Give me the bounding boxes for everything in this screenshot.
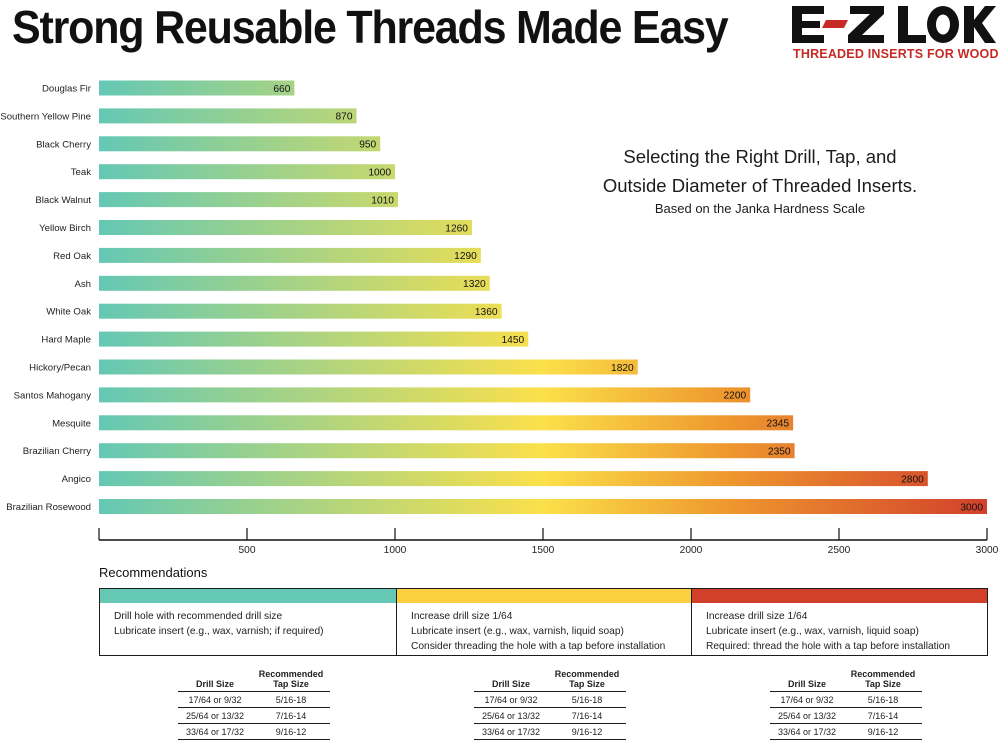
recommendation-line: Increase drill size 1/64: [706, 611, 808, 622]
data-label: 1320: [463, 279, 486, 290]
data-label: 950: [359, 140, 376, 151]
recommendation-box-low: Drill hole with recommended drill size L…: [99, 588, 397, 656]
info-line-1: Selecting the Right Drill, Tap, and: [623, 146, 897, 167]
category-label: Hickory/Pecan: [29, 363, 91, 374]
x-tick-label: 3000: [976, 545, 999, 556]
info-subtitle: Based on the Janka Hardness Scale: [654, 201, 866, 216]
bar: [99, 331, 529, 347]
tap-size-header: Recommended Tap Size: [850, 669, 916, 689]
category-label: Angico: [62, 474, 91, 485]
x-tick-label: 2500: [828, 545, 851, 556]
drill-size-header: Drill Size: [195, 679, 234, 689]
table-row: 17/64 or 9/32 5/16-18: [770, 691, 922, 707]
bar: [99, 247, 481, 263]
data-label: 3000: [960, 502, 983, 513]
recommendation-line: Lubricate insert (e.g., wax, varnish, li…: [411, 626, 624, 637]
bar: [99, 359, 638, 375]
bar: [99, 80, 295, 96]
tap-size-table-medium: Drill Size Recommended Tap Size 17/64 or…: [474, 665, 626, 740]
table-row: 33/64 or 17/32 9/16-12: [474, 723, 626, 740]
x-tick-label: 1000: [384, 545, 407, 556]
bar: [99, 471, 928, 487]
drill-size-header: Drill Size: [491, 679, 530, 689]
category-label: Teak: [71, 167, 91, 178]
table-row: 17/64 or 9/32 5/16-18: [178, 691, 330, 707]
data-label: 870: [336, 112, 353, 123]
bar: [99, 136, 381, 152]
recommendation-line: Lubricate insert (e.g., wax, varnish; if…: [114, 626, 324, 637]
x-tick-label: 1500: [532, 545, 555, 556]
table-row: 25/64 or 13/32 7/16-14: [770, 707, 922, 723]
table-row: 33/64 or 17/32 9/16-12: [178, 723, 330, 740]
recommendation-line: Required: thread the hole with a tap bef…: [706, 641, 951, 652]
category-label: Black Cherry: [36, 139, 91, 150]
bar: [99, 220, 472, 235]
table-row: 25/64 or 13/32 7/16-14: [474, 707, 626, 723]
category-label: Santos Mahogany: [14, 390, 92, 401]
data-label: 1290: [454, 251, 477, 262]
recommendation-line: Consider threading the hole with a tap b…: [411, 641, 666, 652]
data-label: 2800: [901, 474, 924, 485]
category-label: Douglas Fir: [42, 84, 92, 95]
category-label: Yellow Birch: [39, 223, 91, 234]
info-line-2: Outside Diameter of Threaded Inserts.: [602, 175, 918, 196]
data-label: 1010: [371, 195, 394, 206]
tap-size-header: Recommended Tap Size: [258, 669, 324, 689]
bar: [99, 275, 490, 291]
recommendation-box-high: Increase drill size 1/64 Lubricate inser…: [691, 588, 988, 656]
tap-size-table-high: Drill Size Recommended Tap Size 17/64 or…: [770, 665, 922, 740]
bar: [99, 303, 502, 319]
tap-size-table-low: Drill Size Recommended Tap Size 17/64 or…: [178, 665, 330, 740]
recommendations-title: Recommendations: [99, 565, 208, 580]
category-label: Hard Maple: [41, 335, 91, 346]
table-row: 33/64 or 17/32 9/16-12: [770, 723, 922, 740]
bar: [99, 108, 357, 124]
recommendation-line: Lubricate insert (e.g., wax, varnish, li…: [706, 626, 919, 637]
bar: [99, 499, 987, 514]
bar: [99, 387, 751, 403]
bar: [99, 192, 398, 208]
janka-hardness-chart: Douglas Fir 660 Southern Yellow Pine 870 Bla…: [0, 80, 999, 556]
recommendation-box-medium: Increase drill size 1/64 Lubricate inser…: [396, 588, 692, 656]
data-label: 1260: [445, 223, 468, 234]
data-label: 2345: [766, 419, 789, 430]
data-label: 1000: [368, 168, 391, 179]
category-label: White Oak: [46, 307, 91, 318]
data-label: 2350: [768, 447, 791, 458]
category-label: Mesquite: [52, 418, 91, 429]
bar: [99, 164, 395, 180]
category-label: Southern Yellow Pine: [0, 111, 91, 122]
x-tick-label: 500: [239, 545, 256, 556]
data-label: 1450: [502, 335, 525, 346]
recommendation-line: Drill hole with recommended drill size: [114, 611, 283, 622]
table-row: 25/64 or 13/32 7/16-14: [178, 707, 330, 723]
chart-info: Selecting the Right Drill, Tap, and Outs…: [520, 142, 1000, 216]
recommendation-line: Increase drill size 1/64: [411, 611, 513, 622]
data-label: 2200: [724, 391, 747, 402]
data-label: 1360: [475, 307, 498, 318]
headline: Strong Reusable Threads Made Easy: [12, 2, 729, 54]
category-label: Brazilian Rosewood: [6, 502, 91, 513]
data-label: 1820: [611, 363, 634, 374]
category-label: Ash: [74, 279, 91, 290]
ez-lok-logo: THREADED INSERTS FOR WOOD: [786, 2, 999, 64]
bar: [99, 415, 794, 431]
recommendation-band-low: [100, 589, 396, 603]
logo-mark: [792, 6, 996, 43]
tap-size-header: Recommended Tap Size: [554, 669, 620, 689]
bar: [99, 443, 795, 459]
recommendation-band-medium: [397, 589, 691, 603]
data-label: 660: [273, 84, 290, 95]
drill-size-header: Drill Size: [787, 679, 826, 689]
table-row: 17/64 or 9/32 5/16-18: [474, 691, 626, 707]
x-tick-label: 2000: [680, 545, 703, 556]
category-label: Brazilian Cherry: [23, 446, 91, 457]
recommendation-band-high: [692, 589, 987, 603]
category-label: Red Oak: [53, 251, 91, 262]
logo-tagline: THREADED INSERTS FOR WOOD: [793, 47, 999, 61]
category-label: Black Walnut: [35, 195, 91, 206]
